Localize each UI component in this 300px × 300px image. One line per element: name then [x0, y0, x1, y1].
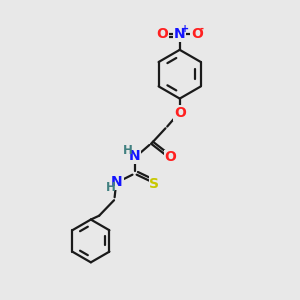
Text: O: O: [165, 150, 176, 164]
Text: N: N: [174, 27, 185, 41]
Text: H: H: [106, 181, 116, 194]
Text: N: N: [111, 176, 123, 189]
Text: O: O: [157, 27, 168, 41]
Text: -: -: [200, 24, 204, 34]
Text: S: S: [149, 177, 160, 191]
Text: N: N: [129, 149, 141, 163]
Text: O: O: [174, 106, 186, 120]
Text: O: O: [191, 27, 203, 41]
Text: H: H: [123, 144, 133, 158]
Text: +: +: [181, 24, 189, 34]
